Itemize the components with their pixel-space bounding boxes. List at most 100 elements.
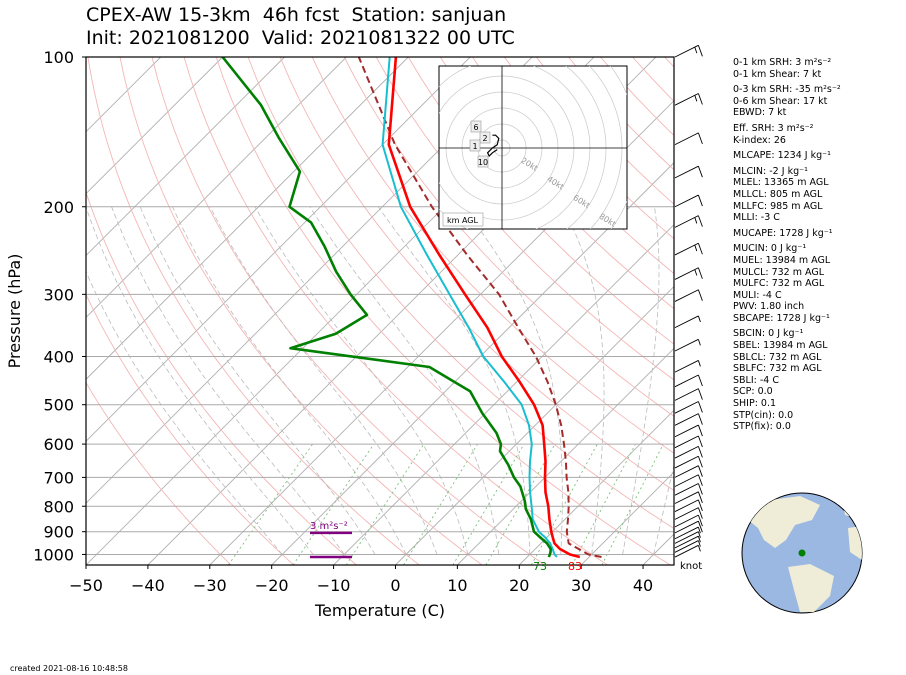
mixing-ratio-line [292, 443, 375, 565]
index-line: MLEL: 13365 m AGL [733, 177, 829, 189]
hodograph-frame [438, 65, 628, 230]
north-america [742, 496, 820, 548]
wind-barb [674, 465, 703, 478]
isotherm-line [86, 57, 223, 195]
index-line: MUCAPE: 1728 J kg⁻¹ [733, 227, 833, 239]
x-tick-label: −40 [131, 576, 165, 595]
moist-adiabat [209, 206, 438, 555]
wind-barbs [674, 44, 703, 558]
index-line: MULCL: 732 m AGL [733, 266, 825, 278]
wind-barb [674, 474, 703, 487]
created-timestamp: created 2021-08-16 10:48:58 [10, 664, 128, 673]
mixing-ratio-line [485, 443, 556, 565]
y-tick-label: 100 [43, 48, 74, 67]
index-line: 0-1 km Shear: 7 kt [733, 68, 822, 80]
index-line: MLLCL: 805 m AGL [733, 188, 823, 200]
y-tick-label: 600 [43, 435, 74, 454]
x-tick-label: −10 [317, 576, 351, 595]
moist-adiabat [111, 206, 345, 555]
hodo-corner-box [442, 212, 484, 227]
moist-adiabat [172, 206, 407, 555]
dry-adiabat [375, 57, 674, 381]
dry-adiabat [151, 57, 546, 565]
isotherm-line [395, 285, 674, 565]
x-tick-label: 30 [571, 576, 591, 595]
index-line: MLCAPE: 1234 J kg⁻¹ [733, 150, 831, 162]
wind-barb [674, 544, 701, 558]
dry-adiabat [86, 381, 232, 565]
x-tick-label: 0 [390, 576, 400, 595]
x-tick-label: 10 [447, 576, 467, 595]
x-tick-label: −30 [193, 576, 227, 595]
moist-adiabat [86, 206, 314, 555]
station-marker [798, 549, 806, 557]
sounding-profiles [221, 57, 602, 559]
index-line: 0-3 km SRH: -35 m²s⁻² [733, 84, 841, 96]
y-tick-label: 900 [43, 523, 74, 542]
index-line: K-index: 26 [733, 134, 786, 146]
title-line-1: CPEX-AW 15-3km 46h fcst Station: sanjuan [86, 4, 507, 26]
isotherm-line [209, 100, 674, 565]
plot-frame [85, 56, 675, 566]
isotherm-line [86, 57, 285, 257]
hodo-height-box [470, 120, 482, 133]
wind-barb [674, 374, 703, 388]
wind-barb [674, 215, 703, 228]
hodo-height-label: 2 [482, 134, 487, 143]
hodo-corner-label: km AGL [447, 216, 479, 225]
index-line: SBCIN: 0 J kg⁻¹ [733, 328, 804, 340]
moist-adiabat [377, 206, 531, 555]
isotherm-line [86, 57, 409, 380]
wind-barb [674, 535, 701, 549]
wind-barb [674, 315, 701, 329]
wind-barb [674, 499, 703, 512]
moist-adiabat [86, 270, 283, 555]
chart-title: CPEX-AW 15-3km 46h fcst Station: sanjuan… [86, 4, 515, 50]
y-tick-label: 800 [43, 497, 74, 516]
surface-temp-label: 83 [568, 560, 582, 573]
moist-adiabat [254, 206, 469, 555]
x-tick-label: 40 [633, 576, 653, 595]
isotherm-line [86, 57, 471, 442]
index-line: EBWD: 7 kt [733, 107, 787, 119]
index-line: STP(cin): 0.0 [733, 409, 794, 421]
title-line-2: Init: 2021081200 Valid: 2021081322 00 UT… [86, 27, 515, 49]
dry-adiabat [183, 57, 608, 565]
helicity-bars: 3 m²s⁻² [310, 521, 352, 559]
wind-barb [674, 93, 703, 106]
hodo-height-box [469, 139, 481, 152]
dry-adiabat [86, 190, 357, 565]
hodo-height-box [477, 155, 489, 168]
hodo-height-label: 10 [478, 158, 488, 167]
hodo-height-label: 1 [472, 142, 477, 151]
dry-adiabat [439, 57, 674, 310]
isotherm-line [580, 471, 674, 565]
index-line: MUEL: 13984 m AGL [733, 254, 831, 266]
mixing-ratio-line [571, 443, 636, 565]
moist-adiabat [463, 206, 563, 555]
dry-adiabat [472, 57, 674, 275]
wind-barb [674, 194, 703, 208]
index-line: 0-1 km SRH: 3 m²s⁻² [733, 57, 832, 68]
wetbulb-profile [381, 57, 558, 558]
wind-barb [674, 401, 703, 414]
wind-barb [674, 491, 703, 504]
wind-barb [674, 165, 703, 179]
wind-barb [674, 388, 703, 401]
wind-barb [674, 445, 703, 459]
index-line: MLLFC: 985 m AGL [733, 200, 823, 212]
index-line: SBCAPE: 1728 J kg⁻¹ [733, 312, 830, 324]
moist-adiabat [653, 462, 674, 555]
index-line: SHIP: 0.1 [733, 398, 777, 410]
mixing-ratio-line [530, 443, 598, 565]
wind-barb [674, 267, 703, 280]
moist-adiabat [622, 206, 660, 555]
index-line: MLLI: -3 C [733, 212, 780, 224]
wind-barb [674, 526, 701, 540]
index-line: SCP: 0.0 [733, 386, 773, 398]
y-tick-label: 1000 [33, 545, 74, 564]
isotherm-line [86, 57, 347, 319]
wind-barb [674, 338, 701, 352]
index-line: SBLI: -4 C [733, 374, 779, 386]
